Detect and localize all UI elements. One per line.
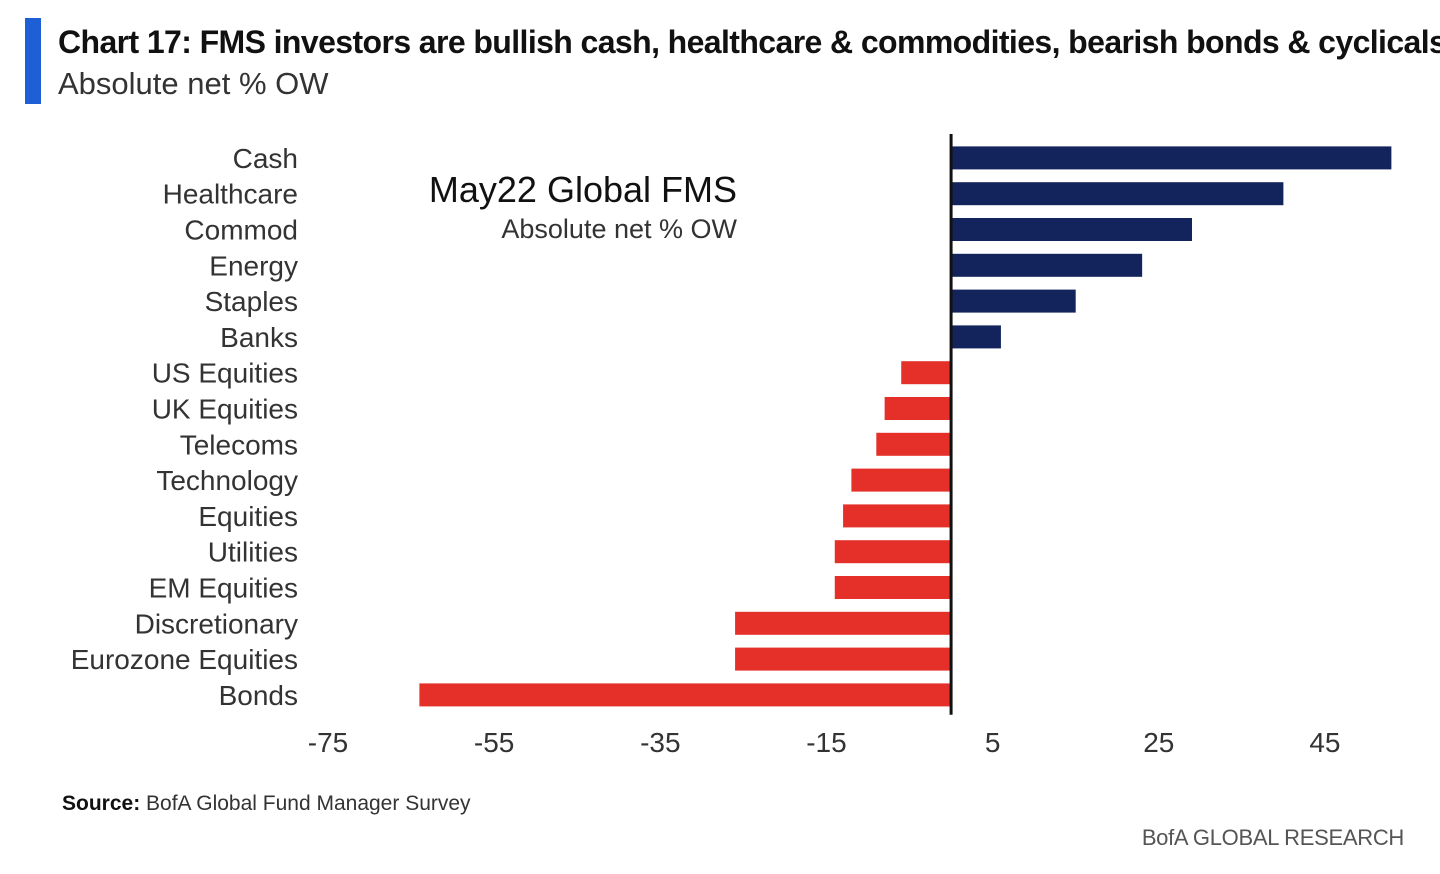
bar-em-equities xyxy=(834,576,952,599)
x-tick-label: -35 xyxy=(640,727,680,758)
category-label-utilities: Utilities xyxy=(208,537,298,568)
bar-commod xyxy=(951,218,1192,241)
category-label-discretionary: Discretionary xyxy=(135,608,298,639)
category-label-telecoms: Telecoms xyxy=(180,429,298,460)
bar-utilities xyxy=(834,540,952,564)
bar-energy xyxy=(951,253,1143,277)
inset-subtitle: Absolute net % OW xyxy=(501,214,737,244)
x-tick-label: 25 xyxy=(1143,727,1174,758)
bar-discretionary xyxy=(735,611,952,635)
x-tick-label: 45 xyxy=(1309,727,1340,758)
inset-title: May22 Global FMS xyxy=(429,169,737,210)
bar-chart: May22 Global FMS Absolute net % OW Cash H… xyxy=(71,134,1392,758)
chart-subtitle: Absolute net % OW xyxy=(58,66,329,101)
x-tick-label: 5 xyxy=(985,727,1001,758)
category-label-em-equities: EM Equities xyxy=(149,573,298,604)
bar-cash xyxy=(951,146,1392,170)
category-label-healthcare: Healthcare xyxy=(163,179,298,210)
chart-title: Chart 17: FMS investors are bullish cash… xyxy=(58,24,1440,60)
source-label: Source: xyxy=(62,792,141,815)
category-label-commod: Commod xyxy=(184,215,298,246)
category-label-technology: Technology xyxy=(156,465,298,496)
source-text: BofA Global Fund Manager Survey xyxy=(146,792,471,815)
category-label-equities: Equities xyxy=(198,501,298,532)
source-note: Source: BofA Global Fund Manager Survey xyxy=(62,792,471,816)
bar-staples xyxy=(951,289,1076,313)
bar-eurozone-equities xyxy=(735,647,952,671)
brand-footer: BofA GLOBAL RESEARCH xyxy=(1141,825,1404,850)
x-tick-label: -15 xyxy=(806,727,846,758)
bar-equities xyxy=(843,504,952,528)
category-label-bonds: Bonds xyxy=(219,680,298,711)
category-label-energy: Energy xyxy=(209,250,298,281)
bar-bonds xyxy=(419,683,952,707)
bar-telecoms xyxy=(876,432,952,456)
category-label-uk-equities: UK Equities xyxy=(152,394,298,425)
category-labels: Cash Healthcare Commod Energy Staples Banks US… xyxy=(71,143,298,711)
bar-banks xyxy=(951,325,1001,349)
title-accent-bar xyxy=(25,18,41,104)
bar-technology xyxy=(851,468,952,492)
bars-group xyxy=(419,146,1392,707)
category-label-us-equities: US Equities xyxy=(152,358,298,389)
x-axis-ticks: -75 -55 -35 -15 5 25 45 xyxy=(308,727,1341,758)
bar-uk-equities xyxy=(884,397,952,420)
x-tick-label: -55 xyxy=(474,727,514,758)
category-label-eurozone-equities: Eurozone Equities xyxy=(71,644,298,675)
category-label-cash: Cash xyxy=(233,143,298,174)
bar-healthcare xyxy=(951,182,1284,206)
x-tick-label: -75 xyxy=(308,727,348,758)
category-label-banks: Banks xyxy=(220,322,298,353)
bar-us-equities xyxy=(901,361,952,385)
category-label-staples: Staples xyxy=(205,286,298,317)
